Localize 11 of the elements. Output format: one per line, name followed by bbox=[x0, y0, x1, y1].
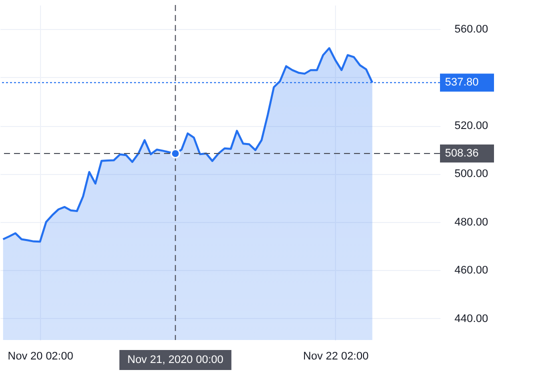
y-tick-label: 500.00 bbox=[454, 168, 488, 180]
ref-line-label: 537.80 bbox=[445, 76, 479, 89]
y-tick-label: 460.00 bbox=[454, 264, 488, 277]
y-tick-label: 520.00 bbox=[454, 120, 488, 132]
y-tick-label: 480.00 bbox=[454, 216, 488, 228]
y-tick-label: 560.00 bbox=[454, 24, 488, 36]
y-tick-label: 440.00 bbox=[454, 312, 488, 325]
x-tick-label: Nov 20 02:00 bbox=[8, 350, 74, 362]
ref-line-label: Nov 21, 2020 00:00 bbox=[127, 354, 224, 366]
ref-line-label: 508.36 bbox=[445, 148, 479, 160]
x-tick-label: Nov 22 02:00 bbox=[303, 350, 369, 362]
